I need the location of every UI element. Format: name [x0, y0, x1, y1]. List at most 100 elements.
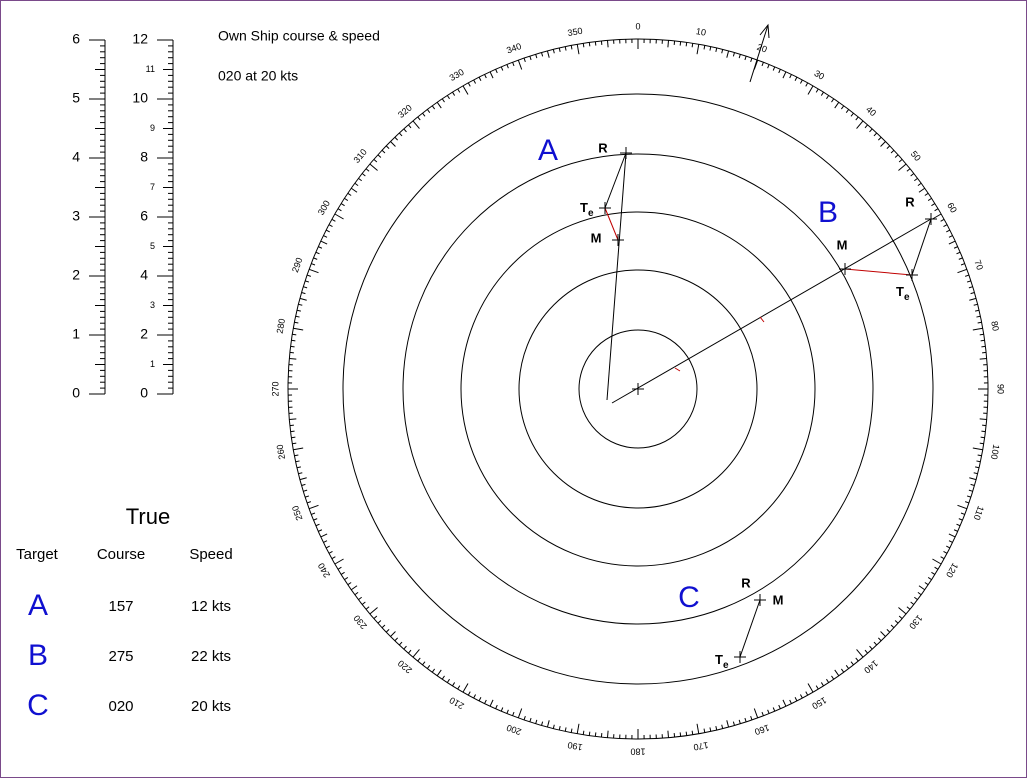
- compass-tick: [709, 727, 712, 732]
- compass-tick: [289, 357, 297, 360]
- compass-tick: [441, 98, 445, 103]
- scale-label: 10: [132, 90, 148, 106]
- compass-tick: [446, 95, 450, 100]
- compass-tick: [289, 418, 297, 421]
- compass-tick: [489, 71, 494, 79]
- compass-tick: [845, 665, 850, 669]
- own-ship-arrow: [749, 23, 770, 83]
- compass-tick: [523, 57, 526, 63]
- compass-tick: [422, 661, 426, 666]
- compass-tick: [394, 637, 399, 642]
- compass-tick: [467, 82, 471, 87]
- compass-tick: [517, 59, 523, 70]
- compass-tick: [943, 550, 948, 554]
- compass-tick: [377, 620, 382, 624]
- compass-tick: [855, 657, 859, 662]
- compass-tick: [606, 40, 609, 48]
- line-b: [611, 218, 932, 404]
- ring: [518, 269, 758, 509]
- compass-tick: [298, 303, 303, 306]
- bearing-label: 160: [753, 722, 771, 737]
- compass-tick: [304, 280, 310, 283]
- compass-tick: [541, 52, 544, 57]
- line-a: [606, 152, 627, 401]
- compass-tick: [807, 85, 814, 95]
- compass-tick: [964, 274, 970, 277]
- compass-tick: [685, 731, 688, 736]
- compass-tick: [934, 566, 939, 570]
- compass-tick: [291, 339, 296, 342]
- table-target: B: [28, 639, 48, 672]
- compass-tick: [691, 730, 694, 735]
- compass-tick: [753, 708, 759, 719]
- compass-tick: [337, 566, 342, 570]
- compass-tick: [529, 55, 532, 61]
- compass-tick: [446, 678, 450, 683]
- compass-tick: [422, 112, 426, 117]
- compass-tick: [417, 116, 421, 121]
- bearing-label: 10: [695, 26, 707, 38]
- compass-tick: [318, 246, 323, 249]
- compass-tick: [715, 47, 718, 52]
- scale-label: 4: [140, 267, 148, 283]
- compass-tick: [794, 76, 798, 81]
- compass-tick: [772, 707, 776, 712]
- compass-tick: [295, 460, 300, 463]
- bearing-label: 290: [290, 256, 305, 274]
- compass-tick: [906, 606, 911, 610]
- compass-tick: [558, 726, 561, 731]
- compass-tick: [313, 518, 318, 521]
- compass-tick: [606, 730, 609, 738]
- compass-tick: [894, 154, 899, 158]
- compass-tick: [344, 197, 349, 201]
- own-ship-value: 020 at 20 kts: [218, 68, 298, 84]
- te-sub: e: [723, 660, 729, 671]
- compass-tick: [331, 556, 336, 560]
- te-label: Te: [896, 284, 910, 302]
- compass-tick: [890, 624, 895, 629]
- compass-tick: [467, 691, 471, 696]
- compass-tick: [966, 495, 972, 498]
- compass-tick: [354, 182, 359, 187]
- compass-tick: [390, 631, 396, 637]
- bearing-label: 170: [693, 740, 710, 752]
- compass-tick: [588, 731, 591, 736]
- table-target: A: [28, 589, 48, 622]
- te-main: T: [715, 652, 723, 667]
- table-cell: 12 kts: [191, 598, 231, 615]
- compass-tick: [582, 730, 585, 735]
- arrow-head: [759, 23, 770, 39]
- bearing-label: 190: [567, 740, 584, 752]
- compass-tick: [667, 730, 670, 738]
- compass-tick: [365, 606, 370, 610]
- compass-tick: [340, 571, 345, 575]
- compass-tick: [369, 607, 378, 615]
- compass-tick: [957, 268, 968, 274]
- compass-tick: [794, 697, 798, 702]
- compass-tick: [956, 251, 961, 255]
- compass-tick: [972, 447, 983, 451]
- compass-tick: [943, 224, 948, 228]
- bearing-label: 70: [972, 259, 985, 272]
- compass-tick: [856, 120, 864, 129]
- compass-tick: [927, 577, 932, 581]
- compass-tick: [898, 159, 903, 163]
- scale-minor-label: 5: [150, 241, 155, 251]
- compass-tick: [886, 628, 891, 633]
- compass-tick: [914, 177, 918, 182]
- compass-tick: [968, 286, 973, 289]
- arrow-shaft: [749, 24, 769, 83]
- compass-tick: [744, 55, 747, 61]
- compass-tick: [320, 533, 328, 538]
- te-label: Te: [715, 652, 729, 670]
- compass-tick: [750, 57, 753, 63]
- compass-tick: [856, 649, 864, 658]
- scale-label: 2: [140, 326, 148, 342]
- compass-tick: [381, 149, 386, 154]
- compass-tick: [293, 447, 304, 451]
- table-header: Course: [97, 546, 145, 563]
- compass-tick: [979, 442, 984, 445]
- compass-tick: [328, 550, 333, 554]
- r-label: R: [598, 140, 608, 155]
